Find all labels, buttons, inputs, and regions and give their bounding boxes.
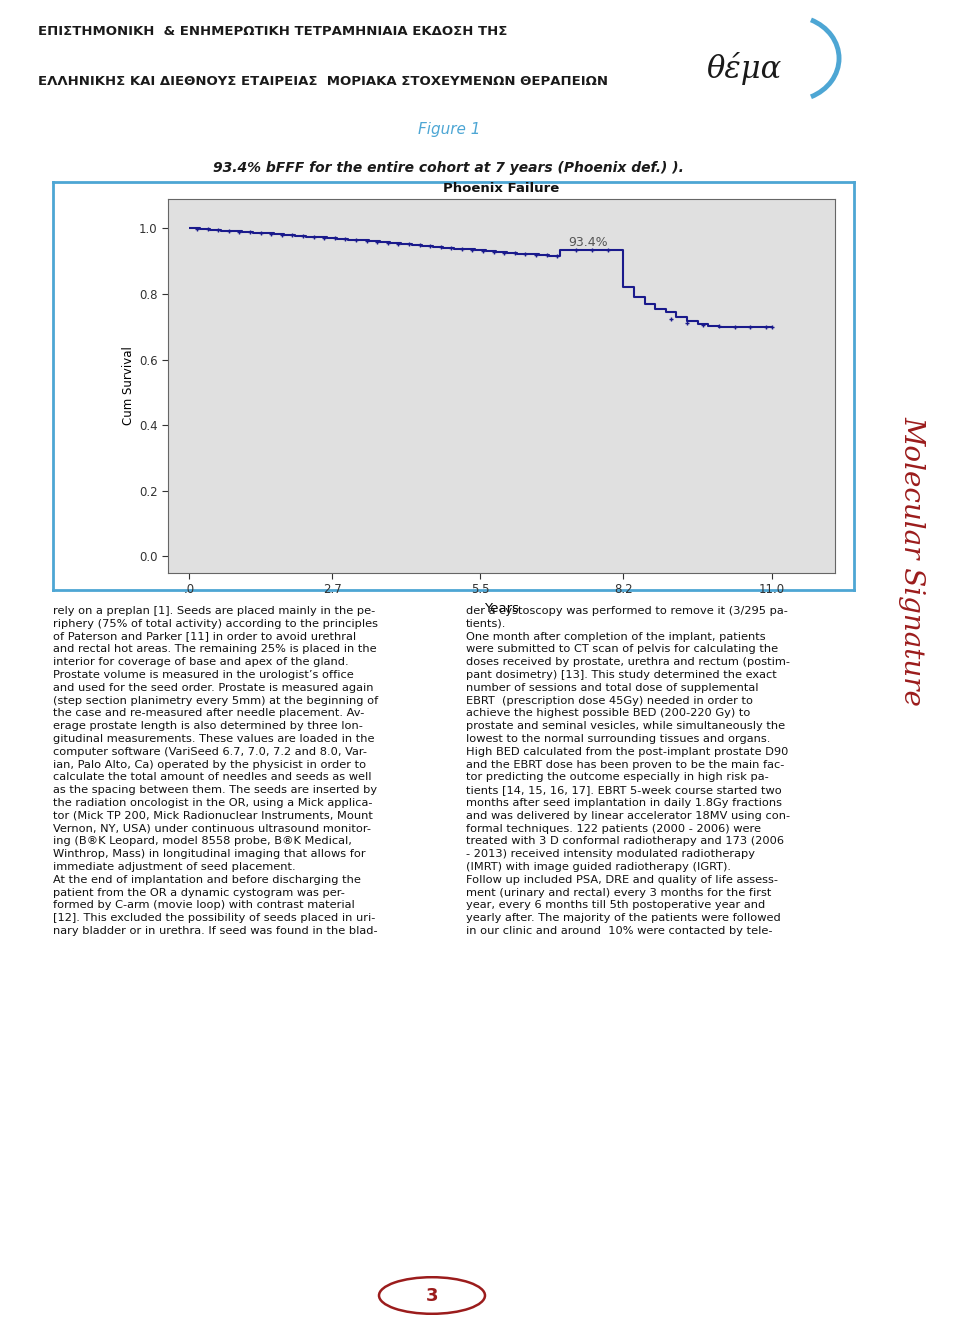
X-axis label: Years: Years — [484, 602, 519, 615]
Text: 93.4%: 93.4% — [567, 236, 608, 249]
Title: Phoenix Failure: Phoenix Failure — [444, 182, 560, 195]
Text: ΕΛΛΗΝΙΚΗΣ ΚΑΙ ΔΙΕΘΝΟΥΣ ΕΤΑΙΡΕΙΑΣ  ΜΟΡΙΑΚΑ ΣΤΟΧΕΥΜΕΝΩΝ ΘΕΡΑΠΕΙΩΝ: ΕΛΛΗΝΙΚΗΣ ΚΑΙ ΔΙΕΘΝΟΥΣ ΕΤΑΙΡΕΙΑΣ ΜΟΡΙΑΚΑ… — [38, 74, 609, 88]
Text: Figure 1: Figure 1 — [418, 122, 480, 137]
Y-axis label: Cum Survival: Cum Survival — [122, 346, 134, 426]
Text: θέμα: θέμα — [707, 52, 781, 85]
Text: der a cystoscopy was performed to remove it (3/295 pa-
tients).
One month after : der a cystoscopy was performed to remove… — [466, 606, 790, 936]
Text: 93.4% bFFF for the entire cohort at 7 years (Phoenix def.) ).: 93.4% bFFF for the entire cohort at 7 ye… — [213, 160, 684, 175]
Text: Molecular Signature: Molecular Signature — [899, 416, 925, 705]
Text: ΕΠΙΣΤΗΜΟΝΙΚΗ  & ΕΝΗΜΕΡΩΤΙΚΗ ΤΕΤΡΑΜΗΝΙΑΙΑ ΕΚΔΟΣΗ ΤΗΣ: ΕΠΙΣΤΗΜΟΝΙΚΗ & ΕΝΗΜΕΡΩΤΙΚΗ ΤΕΤΡΑΜΗΝΙΑΙΑ … — [38, 25, 508, 38]
Text: 3: 3 — [425, 1288, 439, 1305]
Text: rely on a preplan [1]. Seeds are placed mainly in the pe-
riphery (75% of total : rely on a preplan [1]. Seeds are placed … — [53, 606, 378, 936]
